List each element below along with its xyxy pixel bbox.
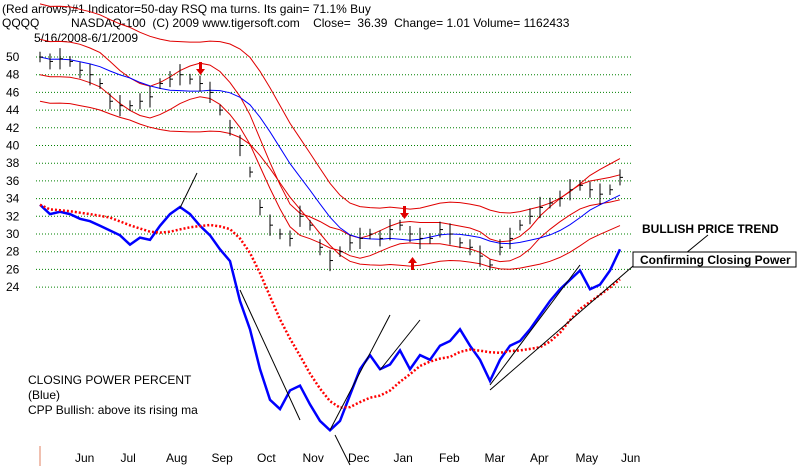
x-tick-label: Jun xyxy=(621,451,640,465)
header-info: NASDAQ-100 (C) 2009 www.tigersoft.com Cl… xyxy=(71,16,570,30)
x-tick-label: Jan xyxy=(394,451,413,465)
y-tick-label: 26 xyxy=(6,262,20,276)
y-tick-label: 28 xyxy=(6,245,20,259)
confirm-box xyxy=(632,251,797,268)
lower-band xyxy=(39,100,621,270)
x-tick-label: Sep xyxy=(212,451,234,465)
x-tick-label: May xyxy=(576,451,599,465)
cp-note: CPP Bullish: above its rising ma xyxy=(28,403,198,417)
y-tick-label: 42 xyxy=(6,121,20,135)
x-tick-label: Nov xyxy=(303,451,324,465)
header-indicator: (Red arrows)#1 Indicator=50-day RSQ ma t… xyxy=(2,2,371,16)
cp-title: CLOSING POWER PERCENT xyxy=(28,373,192,387)
trend-label: BULLISH PRICE TREND xyxy=(642,222,779,236)
y-tick-label: 32 xyxy=(6,209,20,223)
y-tick-label: 46 xyxy=(6,85,20,99)
y-tick-label: 40 xyxy=(6,139,20,153)
x-tick-label: Jul xyxy=(121,451,136,465)
sell-arrow xyxy=(196,62,205,75)
cp-sub: (Blue) xyxy=(28,388,60,402)
y-tick-label: 30 xyxy=(6,227,20,241)
y-tick-label: 38 xyxy=(6,156,20,170)
confirm-label: Confirming Closing Power xyxy=(640,253,791,267)
y-tick-label: 50 xyxy=(6,50,20,64)
x-tick-label: Apr xyxy=(530,451,549,465)
sell-arrow xyxy=(400,206,409,219)
y-tick-label: 48 xyxy=(6,68,20,82)
x-tick-label: Dec xyxy=(348,451,369,465)
x-tick-label: Mar xyxy=(485,451,506,465)
x-tick-label: Oct xyxy=(257,451,276,465)
price-50-day-ma xyxy=(39,56,621,245)
x-tick-label: Aug xyxy=(166,451,187,465)
y-tick-label: 34 xyxy=(6,192,20,206)
inner-upper-band xyxy=(39,38,621,243)
trendlines xyxy=(179,172,709,466)
date-range: 5/16/2008-6/1/2009 xyxy=(34,31,138,45)
x-tick-label: Jun xyxy=(75,451,94,465)
closing-power-ma xyxy=(39,203,621,409)
signal-arrows xyxy=(196,62,417,270)
y-tick-label: 24 xyxy=(6,280,20,294)
closing-power-line xyxy=(39,203,622,433)
y-tick-label: 36 xyxy=(6,174,20,188)
header-symbol: QQQQ xyxy=(2,16,39,30)
y-tick-label: 44 xyxy=(6,103,20,117)
x-tick-label: Feb xyxy=(439,451,460,465)
buy-arrow xyxy=(408,257,417,270)
upper-band xyxy=(39,3,621,214)
inner-lower-band xyxy=(39,74,621,263)
